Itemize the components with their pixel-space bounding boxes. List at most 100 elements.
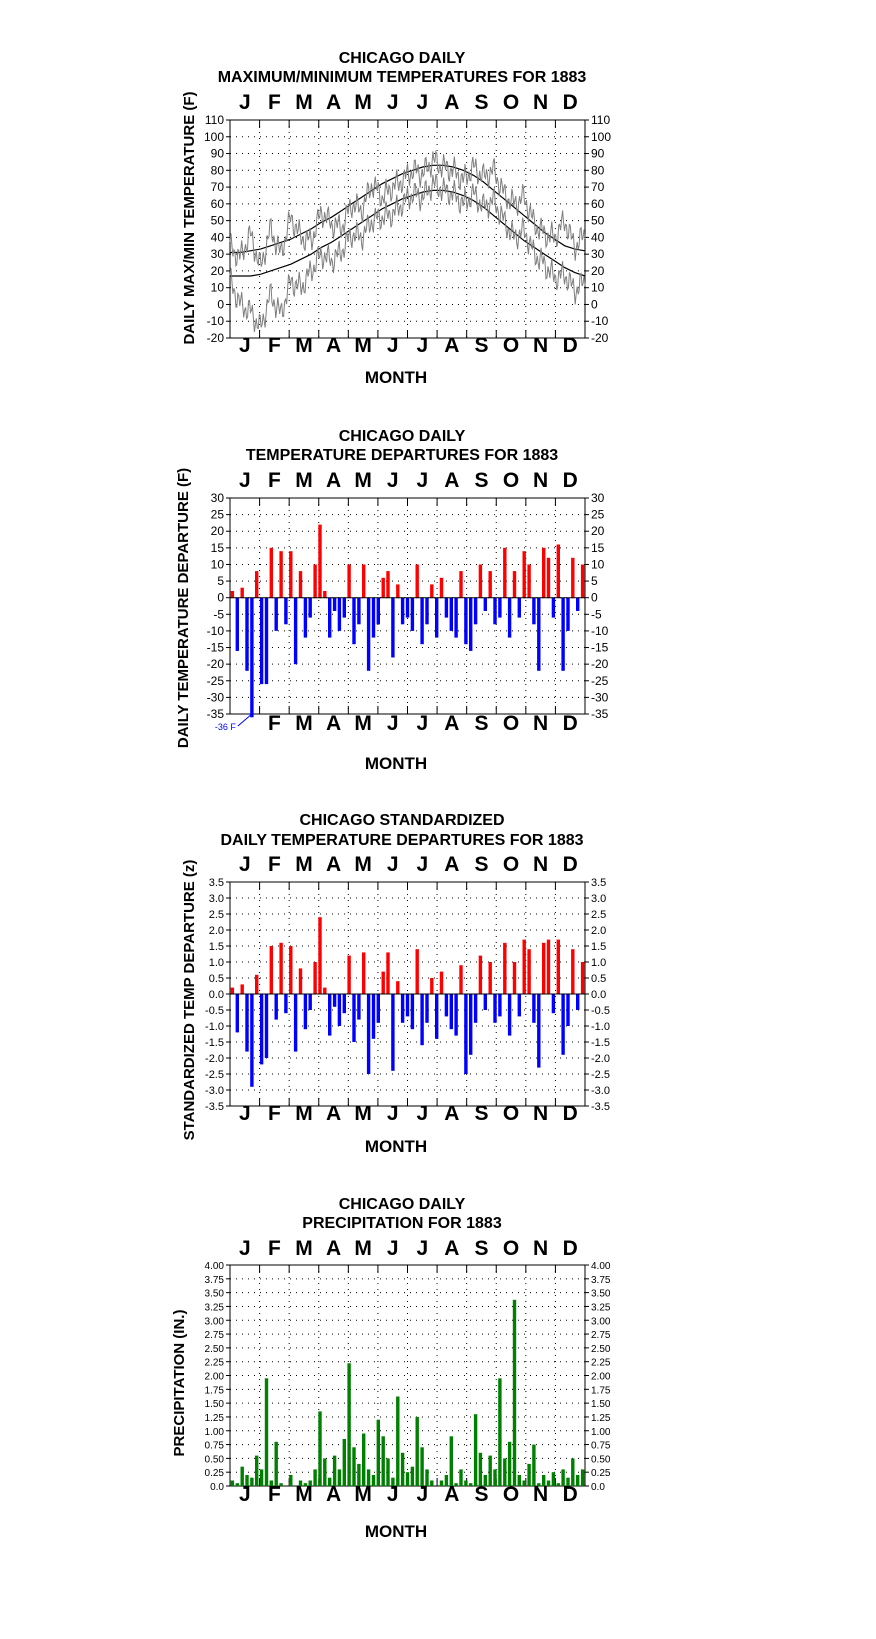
bar bbox=[371, 1475, 376, 1486]
y-tick-label-left: 0 bbox=[217, 591, 224, 605]
month-label-bottom: D bbox=[563, 712, 578, 735]
bar bbox=[498, 1378, 502, 1486]
y-axis-label: DAILY TEMPERATURE DEPARTURE (F) bbox=[175, 468, 192, 748]
month-label-top: J bbox=[387, 853, 399, 876]
bar bbox=[405, 994, 410, 1017]
bar bbox=[488, 571, 492, 598]
bar bbox=[371, 597, 376, 638]
y-tick-label-right: 3.50 bbox=[591, 1289, 611, 1300]
bar bbox=[230, 987, 235, 994]
bar bbox=[483, 994, 487, 1010]
y-tick-label-right: 1.75 bbox=[591, 1385, 611, 1396]
month-label-top: O bbox=[503, 469, 519, 492]
bar bbox=[342, 1439, 346, 1486]
bar bbox=[308, 597, 312, 618]
month-label-bottom: N bbox=[533, 712, 548, 735]
bar bbox=[517, 994, 521, 1017]
month-label-bottom: M bbox=[295, 1102, 313, 1125]
month-label-top: M bbox=[354, 1237, 372, 1260]
month-label-top: M bbox=[354, 469, 372, 492]
bar bbox=[542, 1475, 546, 1486]
y-tick-label-left: 5 bbox=[217, 574, 224, 588]
chart-title-line1: CHICAGO DAILY bbox=[339, 428, 466, 445]
bar bbox=[542, 547, 546, 598]
month-label-top: F bbox=[268, 1237, 281, 1260]
y-tick-label-left: -2.0 bbox=[205, 1053, 224, 1065]
month-label-bottom: S bbox=[474, 334, 488, 357]
bar bbox=[240, 587, 244, 598]
y-tick-label-left: -30 bbox=[207, 690, 225, 704]
chart-body-departures: 30 30 25 25 20 20 15 15 10 10 5 5 0 0 -5 -5 -10 -10 -15 -15… bbox=[207, 469, 609, 735]
bar bbox=[566, 994, 570, 1026]
bar bbox=[425, 994, 429, 1023]
bar bbox=[532, 597, 536, 625]
bar bbox=[444, 994, 449, 1017]
bar bbox=[459, 571, 463, 598]
bar bbox=[332, 994, 337, 1007]
bar bbox=[483, 597, 487, 611]
bar bbox=[576, 1475, 580, 1486]
month-label-bottom: D bbox=[563, 334, 578, 357]
annotation-label: -36 F bbox=[215, 722, 237, 732]
month-label-bottom: M bbox=[354, 334, 372, 357]
chart-title-line2: MAXIMUM/MINIMUM TEMPERATURES FOR 1883 bbox=[218, 69, 587, 86]
bar bbox=[274, 994, 278, 1020]
bar bbox=[493, 1469, 497, 1486]
y-tick-label-right: -5 bbox=[591, 607, 602, 621]
bar bbox=[366, 994, 371, 1074]
bar bbox=[576, 994, 580, 1010]
chart-standardized: CHICAGO STANDARDIZED DAILY TEMPERATURE D… bbox=[181, 812, 584, 1156]
bar bbox=[308, 1480, 312, 1486]
month-label-bottom: J bbox=[387, 1483, 399, 1506]
bar bbox=[405, 1472, 410, 1486]
bar bbox=[537, 1483, 541, 1486]
bar bbox=[400, 1452, 405, 1486]
y-tick-label-right: 3.5 bbox=[591, 877, 606, 889]
month-label-top: J bbox=[416, 853, 428, 876]
month-label-top: J bbox=[416, 91, 428, 114]
bar bbox=[240, 1466, 244, 1486]
bar bbox=[410, 1466, 415, 1486]
y-tick-label-left: -10 bbox=[207, 624, 225, 638]
chart-title-line2: TEMPERATURE DEPARTURES FOR 1883 bbox=[246, 447, 558, 464]
y-tick-label-left: 10 bbox=[211, 281, 225, 295]
y-tick-label-left: 3.25 bbox=[205, 1302, 225, 1313]
month-label-top: M bbox=[354, 91, 372, 114]
bar bbox=[386, 1458, 390, 1486]
bar bbox=[269, 547, 273, 598]
month-label-bottom: A bbox=[444, 712, 459, 735]
bar bbox=[483, 1475, 487, 1486]
bar bbox=[366, 597, 371, 671]
month-label-bottom: N bbox=[533, 334, 548, 357]
month-label-bottom: A bbox=[326, 1102, 341, 1125]
bar bbox=[444, 1475, 449, 1486]
month-label-bottom: J bbox=[239, 1483, 251, 1506]
y-tick-label-right: 15 bbox=[591, 541, 605, 555]
month-label-top: J bbox=[387, 1237, 399, 1260]
month-label-top: N bbox=[533, 91, 548, 114]
y-tick-label-left: -1.5 bbox=[205, 1037, 224, 1049]
bar bbox=[473, 994, 478, 1023]
bar bbox=[430, 584, 434, 598]
bar bbox=[337, 994, 342, 1026]
month-label-top: A bbox=[326, 1237, 341, 1260]
y-tick-label-left: 1.25 bbox=[205, 1413, 225, 1424]
bar bbox=[435, 597, 439, 638]
bar bbox=[522, 551, 526, 598]
bar bbox=[274, 1441, 278, 1486]
bar bbox=[255, 571, 259, 598]
bar bbox=[298, 968, 303, 994]
bar bbox=[532, 994, 536, 1023]
y-tick-label-left: 90 bbox=[211, 147, 225, 161]
y-tick-label-left: 40 bbox=[211, 230, 225, 244]
y-tick-label-left: 80 bbox=[211, 163, 225, 177]
y-tick-label-left: 100 bbox=[204, 130, 224, 144]
y-tick-label-left: 30 bbox=[211, 491, 225, 505]
month-label-top: J bbox=[387, 91, 399, 114]
chart-title-line1: CHICAGO DAILY bbox=[339, 50, 466, 67]
month-label-top: J bbox=[239, 853, 251, 876]
y-tick-label-right: 80 bbox=[591, 163, 605, 177]
chart-maxmin: CHICAGO DAILY MAXIMUM/MINIMUM TEMPERATUR… bbox=[181, 50, 586, 387]
bar bbox=[576, 597, 580, 611]
bar bbox=[245, 994, 249, 1052]
